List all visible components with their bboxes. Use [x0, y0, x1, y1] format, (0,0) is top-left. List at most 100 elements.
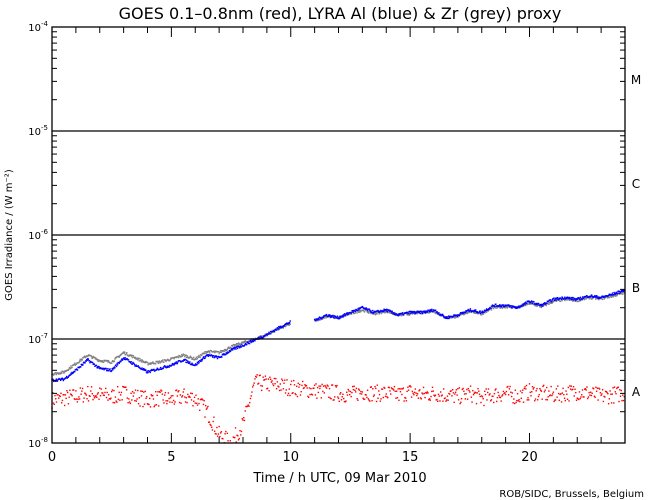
data-point: [199, 360, 202, 363]
data-point: [119, 394, 122, 396]
data-point: [535, 302, 538, 305]
data-point: [601, 393, 603, 395]
data-point: [560, 401, 563, 403]
data-point: [467, 312, 469, 314]
data-point: [166, 366, 169, 369]
data-point: [479, 314, 482, 316]
data-point: [237, 342, 240, 344]
data-point: [406, 313, 409, 315]
data-point: [352, 311, 354, 313]
data-point: [581, 298, 583, 300]
data-point: [110, 397, 112, 399]
data-point: [178, 390, 180, 392]
data-point: [253, 382, 255, 384]
data-point: [331, 384, 334, 386]
data-point: [93, 363, 96, 365]
data-point: [469, 308, 472, 310]
data-point: [370, 310, 372, 312]
data-point: [69, 368, 72, 370]
data-point: [461, 388, 464, 391]
data-point: [224, 433, 226, 435]
data-point: [217, 433, 220, 435]
data-point: [470, 310, 472, 312]
data-point: [407, 389, 410, 391]
data-point: [568, 297, 570, 300]
data-point: [577, 300, 579, 303]
data-point: [188, 362, 190, 364]
data-point: [435, 312, 437, 315]
data-point: [346, 312, 348, 314]
data-point: [502, 304, 504, 306]
data-point: [68, 396, 70, 398]
data-point: [615, 393, 617, 395]
data-point: [317, 317, 320, 320]
data-point: [131, 399, 133, 401]
data-point: [543, 303, 545, 305]
data-point: [156, 367, 158, 369]
data-point: [93, 395, 95, 397]
data-point: [343, 315, 345, 317]
data-point: [574, 388, 576, 390]
data-point: [411, 312, 413, 314]
data-point: [299, 383, 301, 386]
data-point: [555, 300, 558, 302]
data-point: [354, 391, 357, 393]
data-point: [191, 357, 194, 360]
data-point: [231, 349, 234, 351]
data-point: [494, 306, 496, 308]
data-point: [351, 309, 354, 312]
data-point: [398, 314, 400, 316]
data-point: [427, 392, 429, 394]
data-point: [534, 398, 537, 400]
data-point: [219, 351, 221, 354]
data-point: [55, 378, 58, 380]
data-point: [186, 356, 189, 358]
data-point: [596, 387, 599, 389]
data-point: [507, 394, 510, 396]
data-point: [323, 317, 326, 319]
data-point: [58, 373, 60, 375]
data-point: [374, 314, 377, 316]
data-point: [189, 356, 191, 359]
data-point: [130, 392, 132, 395]
data-point: [522, 305, 525, 307]
data-point: [249, 397, 252, 400]
data-point: [473, 312, 475, 314]
data-point: [421, 311, 423, 313]
data-point: [140, 359, 142, 361]
data-point: [195, 356, 198, 358]
data-point: [607, 403, 610, 405]
data-point: [557, 392, 560, 395]
data-point: [502, 305, 505, 308]
data-point: [529, 303, 532, 305]
data-point: [362, 306, 364, 309]
data-point: [153, 405, 155, 408]
data-point: [381, 388, 384, 390]
data-point: [132, 355, 135, 357]
data-point: [281, 378, 283, 380]
data-point: [542, 385, 544, 388]
data-point: [128, 401, 131, 403]
data-point: [541, 303, 544, 306]
data-point: [621, 293, 623, 295]
data-point: [486, 399, 488, 401]
data-point: [70, 365, 72, 367]
data-point: [369, 309, 371, 312]
data-point: [197, 356, 200, 358]
data-point: [52, 374, 55, 376]
data-point: [610, 393, 612, 395]
data-point: [334, 384, 337, 387]
data-point: [97, 367, 99, 369]
data-point: [196, 364, 198, 366]
data-point: [234, 436, 236, 439]
data-point: [204, 357, 206, 359]
data-point: [598, 297, 601, 300]
data-point: [199, 398, 202, 401]
data-point: [247, 404, 249, 406]
data-point: [508, 304, 510, 306]
data-point: [483, 311, 485, 314]
data-point: [472, 389, 474, 392]
data-point: [183, 359, 186, 361]
data-point: [162, 399, 164, 401]
data-point: [134, 399, 136, 402]
